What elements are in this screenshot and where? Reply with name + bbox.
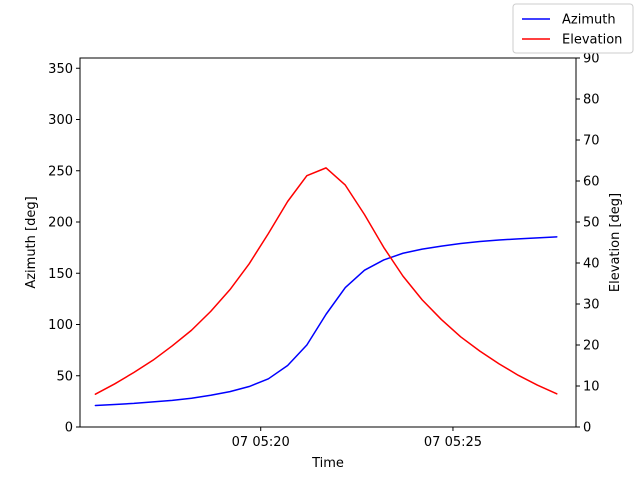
right-y-axis: 0 10 20 30 40 50 60 70 80 90	[576, 52, 600, 436]
right-y-tick-label: 70	[583, 134, 600, 149]
legend: Azimuth Elevation	[512, 3, 634, 54]
right-y-axis-label: Elevation [deg]	[608, 193, 623, 292]
right-y-tick-label: 20	[583, 339, 600, 354]
azimuth-series-line	[94, 236, 558, 407]
legend-box	[512, 3, 634, 54]
left-y-tick-label: 250	[48, 164, 73, 179]
left-y-tick-label: 100	[48, 318, 73, 333]
x-axis-label: Time	[311, 456, 344, 471]
left-y-tick-label: 350	[48, 62, 73, 77]
left-y-tick-label: 0	[65, 421, 73, 436]
elevation-series-line	[94, 167, 558, 395]
left-y-axis-label: Azimuth [deg]	[24, 196, 39, 288]
right-y-tick-label: 0	[583, 421, 591, 436]
left-y-tick-label: 300	[48, 113, 73, 128]
legend-azimuth-label: Azimuth	[562, 13, 616, 28]
right-y-tick-label: 30	[583, 298, 600, 313]
legend-elevation-label: Elevation	[562, 33, 622, 48]
right-y-tick-label: 90	[583, 52, 600, 67]
x-axis: 07 05:20 07 05:25	[232, 427, 482, 450]
left-y-tick-label: 200	[48, 216, 73, 231]
left-y-tick-label: 150	[48, 267, 73, 282]
right-y-tick-label: 50	[583, 216, 600, 231]
x-tick-label: 07 05:20	[232, 435, 290, 450]
series-layer	[94, 167, 558, 407]
x-tick-label: 07 05:25	[424, 435, 482, 450]
right-y-tick-label: 10	[583, 380, 600, 395]
plot-area-frame	[79, 57, 577, 428]
right-y-tick-label: 80	[583, 93, 600, 108]
right-y-tick-label: 40	[583, 257, 600, 272]
left-y-tick-label: 50	[56, 369, 73, 384]
left-y-axis: 0 50 100 150 200 250 300 350	[48, 62, 80, 436]
right-y-tick-label: 60	[583, 175, 600, 190]
